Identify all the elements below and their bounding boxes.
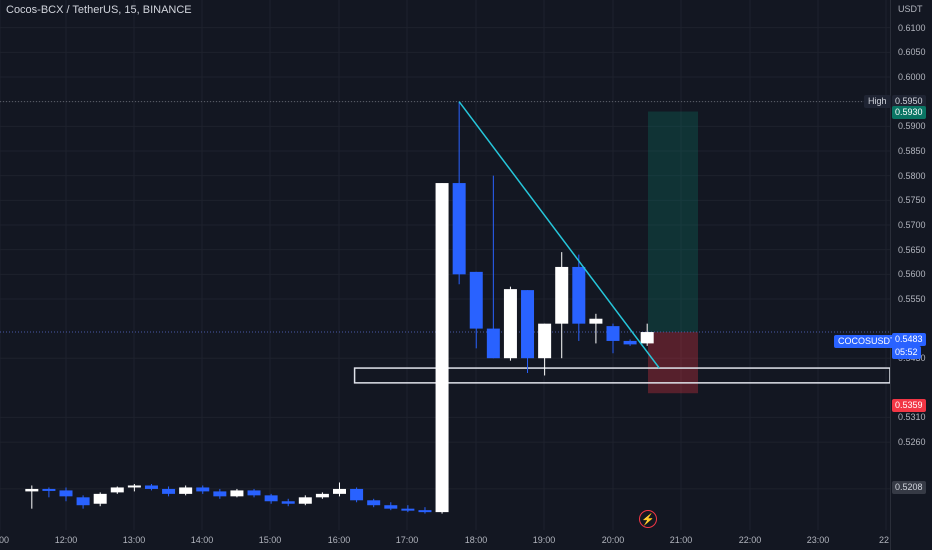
candle-body xyxy=(503,289,517,359)
price-tick-label: 0.5600 xyxy=(898,269,926,280)
candle-body xyxy=(401,508,415,511)
candle-body xyxy=(640,332,654,344)
target-price-tag: 0.5930 xyxy=(892,106,926,119)
time-tick-label: 13:00 xyxy=(122,535,146,545)
trendline xyxy=(458,101,660,369)
candle-body xyxy=(469,271,483,329)
time-tick-label: 18:00 xyxy=(464,535,488,545)
lightning-bolt-icon[interactable]: ⚡ xyxy=(639,510,657,528)
time-tick-label: 23:00 xyxy=(806,535,830,545)
price-tick-label: 0.5650 xyxy=(898,244,926,255)
time-tick-label: 19:00 xyxy=(532,535,556,545)
candle-body xyxy=(367,500,381,506)
chart-canvas[interactable] xyxy=(0,0,890,550)
time-tick-label: 22:00 xyxy=(738,535,762,545)
current-price-tag: 0.5483 xyxy=(892,333,926,346)
axis-unit: USDT xyxy=(898,4,923,14)
candle-body xyxy=(93,493,107,504)
candle-body xyxy=(486,328,500,359)
candle-body xyxy=(298,497,312,504)
candle-body xyxy=(384,505,398,509)
price-tick-label: 0.5260 xyxy=(898,437,926,448)
candle-body xyxy=(127,485,141,488)
candle-body xyxy=(42,488,56,491)
profit-zone xyxy=(648,111,698,333)
candle-body xyxy=(264,495,278,502)
candle-body xyxy=(25,488,39,492)
price-tick-label: 0.5850 xyxy=(898,146,926,156)
price-tick-label: 0.5750 xyxy=(898,195,926,206)
candle-body xyxy=(538,323,552,359)
time-tick-label: 00 xyxy=(0,535,10,545)
candle-body xyxy=(521,290,535,359)
stop-price-tag: 0.5359 xyxy=(892,399,926,412)
candle-body xyxy=(350,488,364,501)
high-label: High xyxy=(864,95,891,108)
high-price-tag: 0.5950 xyxy=(892,95,926,108)
candle-body xyxy=(572,266,586,324)
time-tick-label: 14:00 xyxy=(190,535,214,545)
time-tick-label: 22 xyxy=(878,535,890,545)
candle-body xyxy=(281,501,295,504)
time-tick-label: 16:00 xyxy=(327,535,351,545)
price-tick-label: 0.6100 xyxy=(898,22,926,33)
time-tick-label: 12:00 xyxy=(54,535,78,545)
candle-body xyxy=(555,266,569,324)
level-price-tag: 0.5208 xyxy=(892,481,926,494)
time-tick-label: 17:00 xyxy=(395,535,419,545)
price-tick-label: 0.5700 xyxy=(898,220,926,230)
symbol-label: COCOSUSDT xyxy=(834,335,900,348)
price-tick-label: 0.5900 xyxy=(898,121,926,132)
price-axis[interactable] xyxy=(890,0,932,550)
candle-body xyxy=(196,487,210,492)
candle-body xyxy=(213,491,227,497)
candle-body xyxy=(162,488,176,494)
candle-body xyxy=(606,326,620,341)
chart-title[interactable]: Cocos-BCX / TetherUS, 15, BINANCE xyxy=(6,4,192,16)
time-tick-label: 20:00 xyxy=(601,535,625,545)
candle-body xyxy=(589,318,603,324)
candle-body xyxy=(315,493,329,498)
candle-body xyxy=(435,183,449,513)
time-tick-label: 21:00 xyxy=(669,535,693,545)
candle-body xyxy=(76,497,90,506)
price-tick-label: 0.6000 xyxy=(898,72,926,82)
price-tick-label: 0.5800 xyxy=(898,170,926,181)
price-tick-label: 0.5550 xyxy=(898,294,926,304)
candle-body xyxy=(110,487,124,493)
time-tick-label: 15:00 xyxy=(258,535,282,545)
price-tick-label: 0.6050 xyxy=(898,47,926,58)
candle-body xyxy=(247,490,261,496)
candle-body xyxy=(59,490,73,497)
candle-body xyxy=(452,183,466,275)
support-zone xyxy=(353,367,890,384)
candle-body xyxy=(418,510,432,513)
price-tick-label: 0.5310 xyxy=(898,412,926,423)
bar-countdown: 05:52 xyxy=(892,346,921,359)
candle-body xyxy=(230,490,244,497)
candle-body xyxy=(333,488,346,494)
candle-body xyxy=(144,485,158,489)
candle-body xyxy=(623,340,637,345)
candle-body xyxy=(179,487,193,494)
